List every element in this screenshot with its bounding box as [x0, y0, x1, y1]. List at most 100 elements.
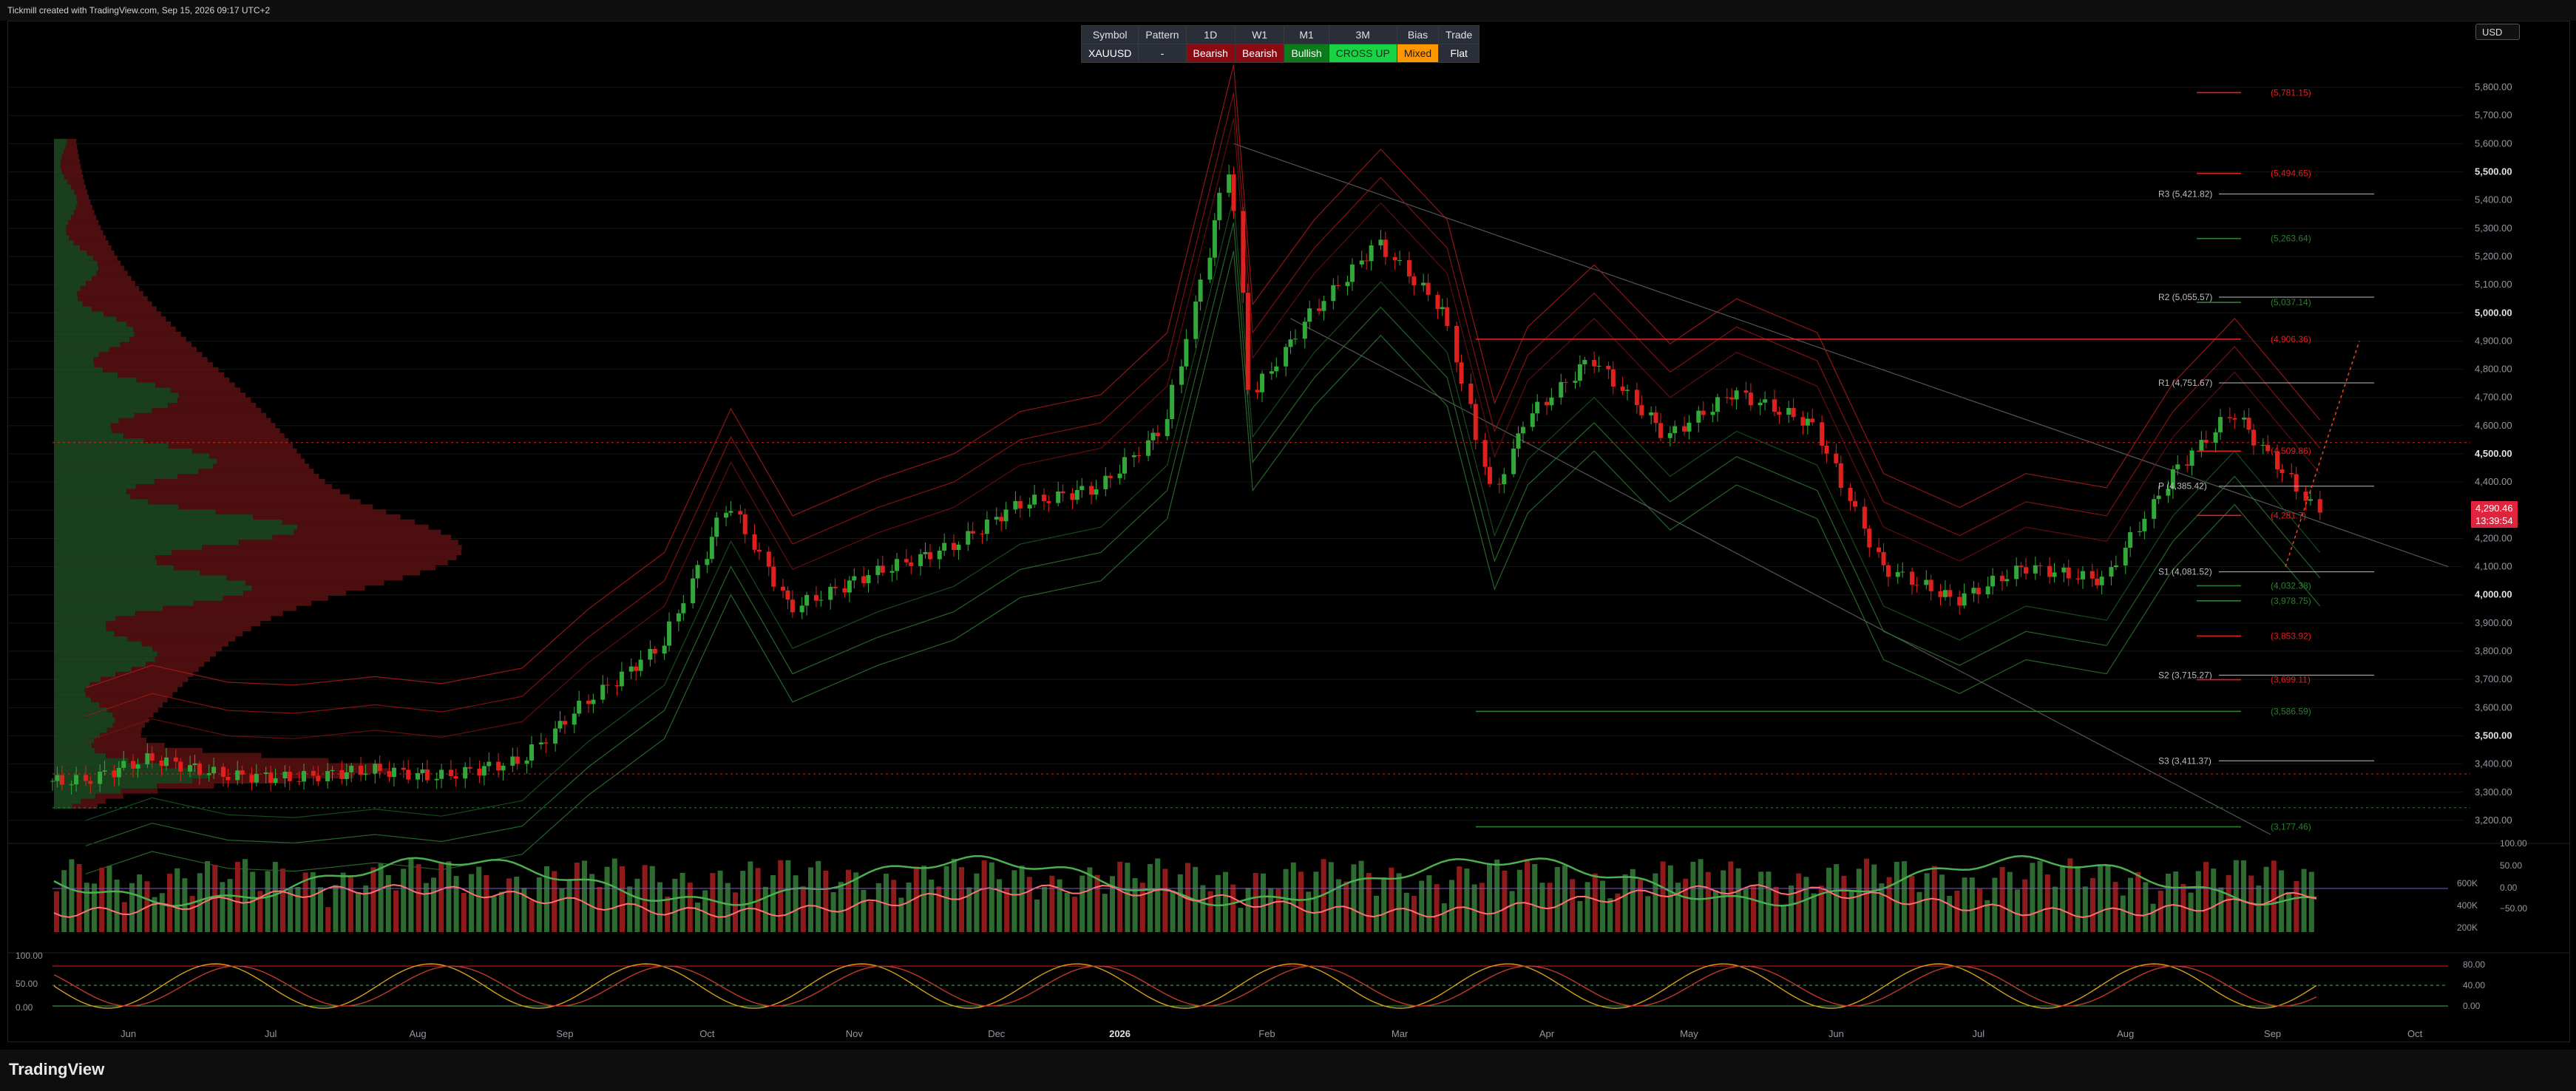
- candle-down: [1364, 260, 1369, 262]
- candle-up: [538, 742, 543, 745]
- candle-down: [2289, 472, 2294, 475]
- volume-bar: [1803, 877, 1809, 932]
- candle-up: [1150, 432, 1156, 441]
- volume-bar: [620, 866, 625, 932]
- volume-bar: [1230, 884, 1236, 932]
- volume-bar: [1094, 874, 1100, 932]
- volume-bar: [2067, 858, 2073, 932]
- volume-profile-bar-up: [54, 540, 240, 546]
- volume-profile-bar-down: [226, 575, 403, 581]
- candle-down: [2023, 567, 2028, 574]
- volume-bar: [2053, 886, 2058, 932]
- candle-up: [2128, 531, 2133, 548]
- candle-up: [1667, 433, 1672, 438]
- volume-profile-bar-down: [155, 554, 457, 560]
- volume-bar: [1328, 862, 1334, 932]
- candle-up: [1900, 571, 1905, 573]
- candle-up: [2189, 450, 2194, 466]
- volume-profile-bar-down: [123, 433, 285, 439]
- chart-canvas[interactable]: 5,800.00 5,700.00 5,600.00 5,500.00 5,400.00…: [8, 21, 2569, 1041]
- volume-bar: [1879, 883, 1885, 932]
- volume-bar: [2030, 863, 2036, 932]
- volume-profile-bar-down: [103, 367, 219, 373]
- volume-profile-bar-up: [54, 509, 216, 515]
- volume-profile-bar-up: [54, 590, 244, 596]
- candle-up: [1227, 174, 1232, 193]
- volume-profile-bar-down: [95, 793, 123, 799]
- candle-down: [1877, 547, 1882, 552]
- volume-profile-bar-up: [54, 600, 194, 606]
- volume-profile-bar-down: [152, 407, 262, 413]
- volume-bar: [981, 860, 987, 932]
- volume-profile-bar-down: [99, 352, 203, 358]
- volume-bar: [1170, 890, 1176, 932]
- signal-value-w1: Bearish: [1234, 44, 1285, 63]
- volume-profile-bar-down: [126, 489, 340, 494]
- volume-profile-bar-down: [106, 727, 142, 733]
- target-level-label: (4,281.7): [2271, 510, 2306, 520]
- volume-profile-bar-up: [54, 636, 128, 642]
- candle-up: [116, 767, 121, 778]
- volume-bar: [1162, 869, 1168, 932]
- signal-value-1d: Bearish: [1185, 44, 1236, 63]
- y-axis-label: 4,900.00: [2475, 335, 2512, 346]
- target-level-label: (3,699.11): [2271, 675, 2311, 685]
- candle-down: [2265, 444, 2271, 452]
- candle-up: [163, 757, 169, 767]
- x-axis-label: Apr: [1539, 1028, 1555, 1039]
- candle-down: [833, 586, 838, 588]
- volume-profile-bar-down: [294, 529, 441, 535]
- volume-profile-bar-up: [54, 692, 86, 698]
- tradingview-logo[interactable]: TradingView: [9, 1060, 105, 1078]
- candle-up: [1027, 504, 1032, 509]
- volume-bar: [446, 861, 452, 932]
- currency-button[interactable]: USD: [2475, 24, 2520, 40]
- candle-up: [1302, 322, 1307, 339]
- candle-up: [1805, 418, 1810, 426]
- volume-profile-bar-up: [54, 722, 113, 728]
- chart-frame[interactable]: 5,800.00 5,700.00 5,600.00 5,500.00 5,400.00…: [7, 21, 2570, 1042]
- volume-profile-bar-up: [54, 189, 75, 195]
- candle-up: [1331, 285, 1336, 302]
- volume-bar: [1207, 891, 1213, 932]
- volume-profile-bar-up: [54, 621, 106, 627]
- volume-bar: [265, 871, 271, 932]
- volume-profile-bar-up: [54, 616, 116, 622]
- envelope-band-line: [85, 197, 2321, 821]
- candle-up: [956, 544, 961, 551]
- volume-bar: [137, 874, 143, 932]
- candle-up: [1516, 433, 1521, 449]
- volume-bar: [959, 867, 964, 932]
- candle-up: [2213, 432, 2218, 443]
- volume-profile-bar-down: [115, 717, 149, 723]
- volume-profile-bar-up: [54, 458, 217, 464]
- volume-bar: [1735, 868, 1741, 932]
- stoch-axis-label-right: 40.00: [2463, 980, 2485, 990]
- candle-up: [705, 559, 710, 565]
- y-axis-label: 3,300.00: [2475, 786, 2512, 798]
- volume-bar: [2218, 887, 2224, 932]
- volume-bar: [461, 892, 467, 932]
- volume-profile-bar-down: [223, 595, 328, 601]
- volume-bar: [1155, 858, 1161, 932]
- pivot-level-label: P (4,385.42): [2158, 481, 2207, 492]
- candle-down: [226, 777, 231, 781]
- volume-profile-bar-down: [127, 636, 236, 642]
- y-axis-label: 3,500.00: [2475, 730, 2512, 741]
- rsi-axis-label: 100.00: [2500, 838, 2527, 849]
- candle-up: [1596, 365, 1601, 367]
- candle-down: [543, 742, 549, 744]
- candle-down: [1634, 390, 1639, 406]
- target-level-label: (3,586.59): [2271, 706, 2311, 716]
- volume-bar: [1268, 888, 1274, 932]
- candle-up: [188, 765, 193, 772]
- volume-profile-bar-down: [92, 255, 118, 261]
- candle-down: [1383, 239, 1388, 257]
- candle-up: [524, 760, 529, 764]
- candle-up: [529, 744, 534, 761]
- candle-down: [131, 761, 136, 769]
- volume-profile-bar-up: [54, 758, 129, 764]
- volume-bar: [1902, 861, 1907, 932]
- volume-bar: [2120, 895, 2126, 932]
- volume-bar: [2308, 871, 2314, 932]
